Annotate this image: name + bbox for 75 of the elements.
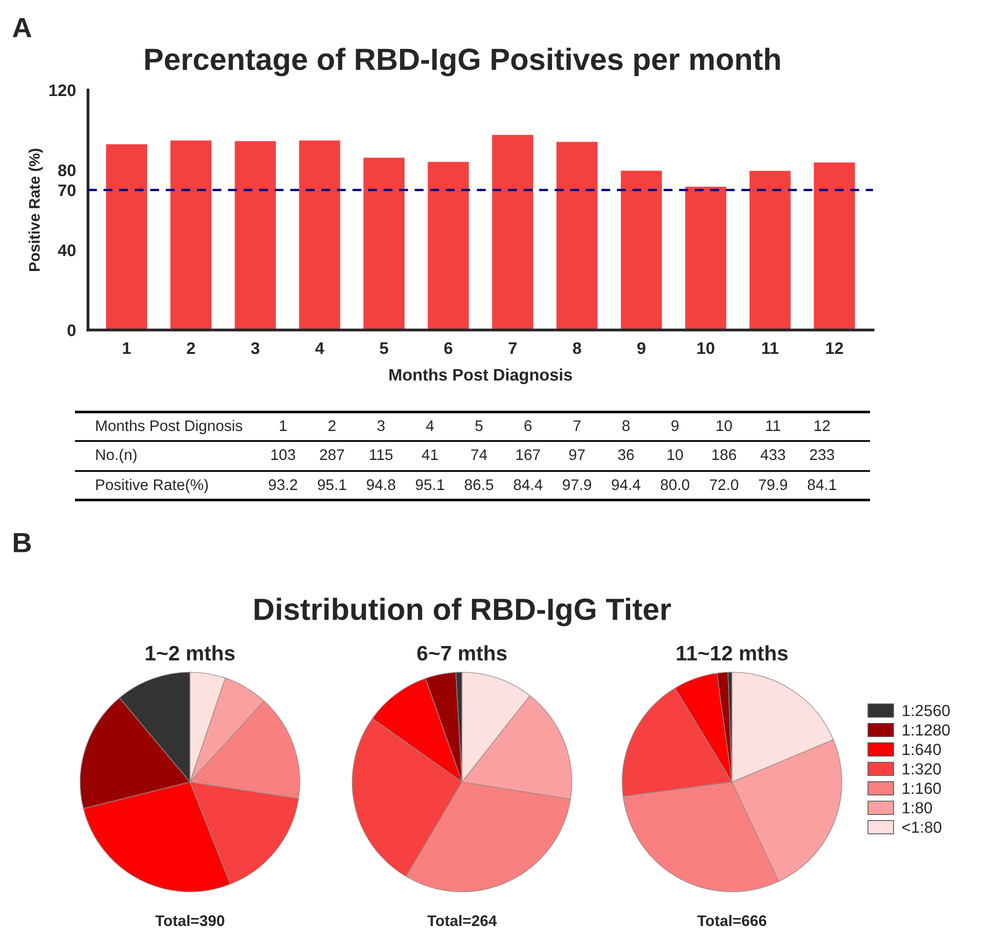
x-tick-label: 10 (697, 342, 714, 354)
x-tick-label: 11 (762, 342, 778, 354)
text: 93.2 (268, 479, 298, 490)
chart-title: Percentage of RBD-IgG Positives per month (145, 48, 780, 76)
category-label: 1 (280, 420, 287, 431)
text: Total=390 (155, 914, 224, 926)
legend-label: 1:2560 (902, 704, 950, 716)
text: 36 (618, 449, 634, 460)
x-tick-label: 9 (637, 342, 646, 354)
x-axis-title: Months Post Diagnosis (389, 368, 572, 384)
text: 72.0 (710, 479, 738, 490)
legend-label: <1:80 (902, 822, 942, 833)
category-label: 6 (524, 420, 532, 432)
category-label: 8 (622, 420, 630, 432)
y-tick-label: 40 (58, 244, 76, 256)
x-tick-label: 3 (251, 342, 260, 354)
text: 186 (712, 449, 736, 460)
text: No.(n) (96, 448, 136, 464)
text: 233 (810, 449, 834, 460)
legend-label: 1:320 (902, 763, 941, 775)
x-tick-label: 2 (186, 342, 195, 354)
text: 84.4 (514, 479, 542, 490)
category-label: 4 (426, 420, 434, 431)
x-tick-label: 7 (508, 342, 517, 354)
category-label: 5 (475, 420, 483, 432)
text: Positive Rate(%) (96, 478, 208, 494)
y-axis-title: Positive Rate (%) (28, 148, 43, 271)
x-tick-label: 12 (826, 342, 843, 354)
text: 79.9 (758, 479, 788, 490)
text: 86.5 (464, 479, 494, 490)
category-label: 2 (328, 420, 336, 431)
text: A (12, 18, 32, 38)
y-tick-label: 80 (58, 164, 76, 176)
category-label: 9 (671, 420, 679, 432)
text: Total=666 (697, 914, 766, 926)
text: Total=264 (427, 914, 497, 926)
legend-label: 1:640 (902, 744, 941, 756)
category-label: 3 (377, 420, 385, 432)
text: 95.1 (416, 479, 444, 490)
x-tick-label: 5 (380, 342, 388, 354)
chart-title: Distribution of RBD-IgG Titer (254, 598, 671, 626)
text: 80.0 (660, 479, 690, 490)
text: 115 (370, 449, 393, 460)
text: 103 (271, 449, 296, 460)
y-tick-label: 70 (58, 184, 76, 196)
category-label: 7 (574, 420, 580, 431)
text: B (14, 533, 31, 552)
x-tick-label: 8 (572, 342, 582, 354)
text: 97.9 (562, 479, 592, 490)
text: 41 (422, 449, 438, 460)
text: 94.8 (366, 479, 396, 490)
text: Months Post Dignosis (96, 420, 242, 434)
text: 10 (716, 420, 732, 432)
x-tick-label: 6 (444, 342, 452, 354)
legend-label: 1:80 (902, 802, 932, 814)
text: 97 (569, 449, 585, 460)
text: 167 (516, 449, 540, 460)
y-tick-label: 120 (49, 84, 76, 96)
text: 94.4 (612, 479, 640, 490)
text: 433 (760, 449, 786, 460)
y-tick-label: 0 (68, 324, 76, 336)
x-tick-label: 1 (123, 342, 131, 354)
text: 95.1 (318, 479, 346, 490)
legend-label: 1:1280 (902, 724, 950, 736)
text: 74 (471, 449, 488, 460)
text: 10 (668, 449, 683, 460)
legend-label: 1:160 (902, 782, 941, 794)
chart-title: 1~2 mths (146, 645, 235, 661)
text: 84.1 (808, 479, 836, 490)
category-label: 11 (766, 420, 780, 431)
category-label: 12 (814, 420, 830, 431)
chart-subtitle: 6~7 mths (417, 645, 507, 661)
text: 287 (320, 449, 344, 460)
chart-title: 11~12 mths (676, 645, 788, 661)
x-tick-label: 4 (315, 342, 324, 354)
